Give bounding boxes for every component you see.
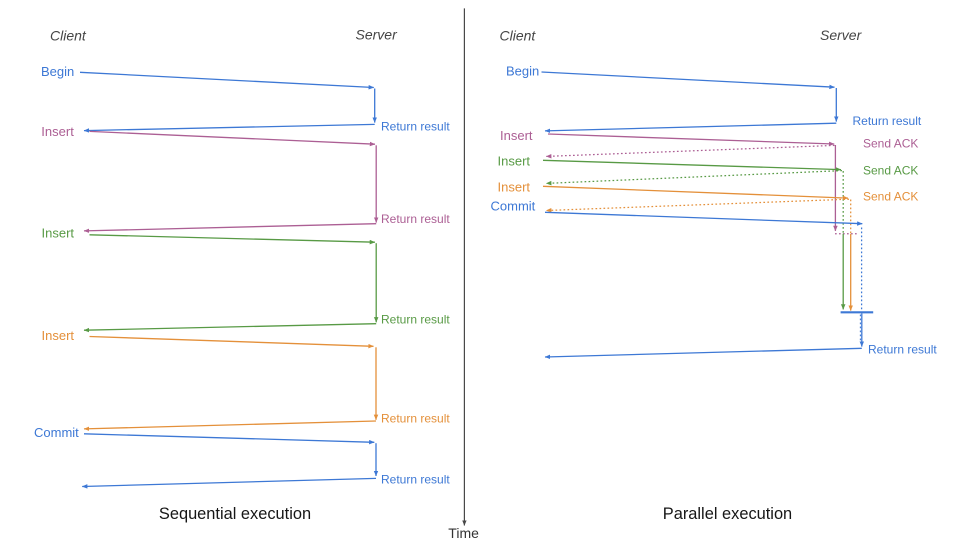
svg-text:Sequential execution: Sequential execution [159, 505, 311, 523]
svg-text:Server: Server [356, 27, 399, 43]
svg-text:Insert: Insert [500, 128, 533, 143]
svg-text:Begin: Begin [506, 64, 539, 79]
svg-text:Insert: Insert [498, 154, 531, 169]
svg-text:Send ACK: Send ACK [863, 163, 918, 177]
svg-text:Return result: Return result [381, 473, 450, 487]
svg-text:Begin: Begin [41, 64, 74, 79]
svg-text:Insert: Insert [42, 226, 75, 241]
svg-text:Return result: Return result [381, 411, 450, 425]
svg-text:Return result: Return result [381, 119, 450, 133]
svg-text:Insert: Insert [42, 328, 75, 343]
svg-text:Insert: Insert [41, 124, 74, 139]
svg-text:Send ACK: Send ACK [863, 137, 918, 151]
svg-text:Commit: Commit [34, 425, 79, 440]
svg-text:Client: Client [500, 28, 537, 44]
svg-text:Send ACK: Send ACK [863, 189, 918, 203]
svg-text:Return result: Return result [853, 114, 922, 128]
svg-text:Commit: Commit [491, 198, 536, 213]
svg-text:Return result: Return result [381, 312, 450, 326]
svg-text:Time: Time [448, 525, 479, 540]
svg-text:Insert: Insert [498, 180, 531, 195]
svg-text:Server: Server [820, 27, 863, 43]
svg-text:Return result: Return result [381, 212, 450, 226]
svg-text:Client: Client [50, 28, 87, 44]
svg-text:Parallel execution: Parallel execution [663, 505, 792, 523]
svg-text:Return result: Return result [868, 342, 937, 356]
